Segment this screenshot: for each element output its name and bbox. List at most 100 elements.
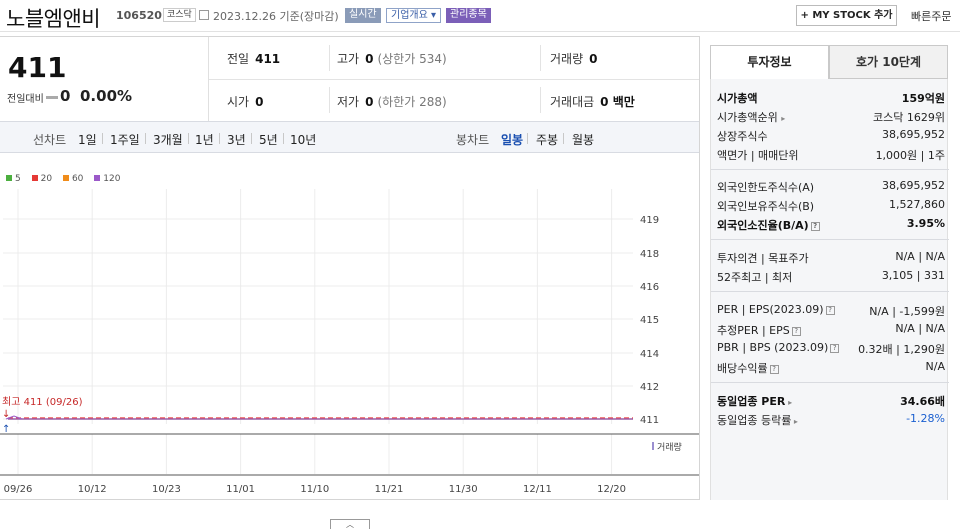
- candle-weekly[interactable]: 주봉: [536, 133, 559, 147]
- separator: [188, 133, 189, 144]
- chevron-right-icon: ▸: [785, 398, 793, 407]
- per-row: PER | EPS(2023.09)? N/A | -1,599원: [717, 303, 945, 319]
- help-icon[interactable]: ?: [791, 327, 801, 336]
- no-change-icon: [46, 96, 58, 99]
- period-3y[interactable]: 3년: [227, 133, 246, 147]
- par-value: 1,000원 | 1주: [875, 149, 945, 162]
- divider: [711, 169, 949, 170]
- stock-name: 노블엠앤비: [6, 7, 101, 31]
- x-tick-label: 10/23: [152, 484, 181, 495]
- est-per-label: 추정PER | EPS?: [717, 322, 801, 338]
- chevron-up-icon[interactable]: ︿: [330, 519, 370, 529]
- price-box: 411 전일대비 0 0.00%: [0, 37, 209, 121]
- amount-stat: 거래대금 0 백만: [550, 93, 635, 110]
- est-per-value: N/A | N/A: [895, 322, 945, 335]
- stock-code: 106520: [116, 9, 162, 22]
- candle-monthly[interactable]: 월봉: [572, 133, 595, 147]
- foreign-hold-label: 외국인보유주식수(B): [717, 200, 815, 213]
- per-label: PER | EPS(2023.09)?: [717, 303, 835, 316]
- managed-stock-badge[interactable]: 관리종목: [446, 8, 491, 23]
- opinion-value: N/A | N/A: [895, 250, 945, 263]
- period-10y[interactable]: 10년: [290, 133, 317, 147]
- price-line: [5, 415, 23, 420]
- candle-daily[interactable]: 일봉: [501, 133, 524, 147]
- open-label: 시가: [227, 95, 250, 109]
- week52-row: 52주최고 | 최저 3,105 | 331: [717, 269, 945, 285]
- help-icon[interactable]: ?: [830, 344, 840, 353]
- low-stat: 저가 0 (하한가 288): [337, 93, 447, 110]
- x-tick-label: 12/11: [523, 484, 552, 495]
- price-chart[interactable]: 419 418 416 415 414 412 411 09/26 10/12 10/23 11/0…: [0, 184, 699, 501]
- separator: [283, 133, 284, 144]
- pbr-row: PBR | BPS (2023.09)? 0.32배 | 1,290원: [717, 341, 945, 357]
- realtime-button[interactable]: 실시간: [345, 8, 381, 23]
- opinion-label: 투자의견 | 목표주가: [717, 252, 809, 265]
- help-icon[interactable]: ?: [825, 306, 835, 315]
- chevron-right-icon: ▸: [791, 417, 798, 426]
- chart-period-bar: 선차트 1일 1주일 3개월 1년 3년 5년 10년 봉차트 일봉 주봉 월봉: [0, 121, 699, 153]
- high-value: 0: [365, 52, 374, 66]
- help-icon[interactable]: ?: [769, 365, 779, 374]
- tab-invest-info[interactable]: 투자정보: [710, 45, 829, 79]
- x-tick-label: 09/26: [4, 484, 33, 495]
- foreign-ratio-value: 3.95%: [906, 217, 945, 230]
- par-label: 액면가 | 매매단위: [717, 149, 799, 162]
- company-overview-dropdown[interactable]: 기업개요 ▾: [386, 8, 441, 23]
- amount-value: 0 백만: [600, 95, 635, 109]
- x-tick-label: 10/12: [78, 484, 107, 495]
- industry-rate-row[interactable]: 동일업종 등락률 ▸ -1.28%: [717, 412, 945, 428]
- quote-date: 2023.12.26 기준(장마감): [213, 10, 339, 23]
- low-value: 0: [365, 95, 374, 109]
- quick-order-link[interactable]: 빠른주문: [911, 10, 952, 23]
- divider: [209, 79, 699, 80]
- industry-rate-label-text: 동일업종 등락률: [717, 414, 792, 427]
- low-label: 저가: [337, 95, 360, 109]
- line-chart-label: 선차트: [33, 133, 67, 147]
- legend-item: 20: [31, 174, 53, 184]
- pbr-value: 0.32배 | 1,290원: [858, 343, 945, 356]
- invest-info-body: 시가총액 159억원 시가총액순위 ▸ 코스닥 1629위 상장주식수 38,695,…: [710, 79, 949, 500]
- industry-per-row[interactable]: 동일업종 PER ▸ 34.66배: [717, 393, 945, 409]
- legend-label: 20: [40, 174, 53, 184]
- change-rate: 0.00%: [80, 87, 133, 105]
- tab-orderbook[interactable]: 호가 10단계: [829, 45, 948, 79]
- foreign-limit-value: 38,695,952: [882, 179, 945, 192]
- divider: [711, 239, 949, 240]
- change-value: 0: [60, 87, 71, 105]
- max-price-annotation: 최고 411 (09/26): [2, 396, 83, 408]
- my-stock-add-button[interactable]: + MY STOCK 추가: [796, 5, 897, 26]
- x-tick-label: 11/21: [375, 484, 404, 495]
- separator: [102, 133, 103, 144]
- upper-limit: (상한가 534): [377, 52, 447, 66]
- shares-label: 상장주식수: [717, 130, 768, 143]
- rank-value: 코스닥 1629위: [873, 111, 945, 124]
- rank-row[interactable]: 시가총액순위 ▸ 코스닥 1629위: [717, 109, 945, 125]
- legend-label: 60: [71, 174, 84, 184]
- help-icon[interactable]: ?: [810, 222, 820, 231]
- divider: [711, 291, 949, 292]
- divider: [540, 45, 541, 71]
- rank-label: 시가총액순위 ▸: [717, 109, 785, 125]
- prev-close-stat: 전일 411: [227, 50, 280, 67]
- dividend-value: N/A: [925, 360, 945, 373]
- divider: [329, 87, 330, 113]
- period-3m[interactable]: 3개월: [153, 133, 183, 147]
- separator: [563, 133, 564, 144]
- week52-label: 52주최고 | 최저: [717, 271, 793, 284]
- volume-legend-swatch: [652, 442, 654, 450]
- separator: [145, 133, 146, 144]
- y-tick-label: 419: [640, 215, 659, 226]
- candle-chart-label: 봉차트: [456, 133, 490, 147]
- separator: [527, 133, 528, 144]
- period-1w[interactable]: 1주일: [110, 133, 140, 147]
- period-1d[interactable]: 1일: [78, 133, 97, 147]
- divider: [329, 45, 330, 71]
- est-per-label-text: 추정PER | EPS: [717, 324, 790, 337]
- industry-per-label: 동일업종 PER ▸: [717, 393, 792, 409]
- legend-swatch: [62, 175, 69, 181]
- period-5y[interactable]: 5년: [259, 133, 278, 147]
- period-1y[interactable]: 1년: [195, 133, 214, 147]
- separator: [251, 133, 252, 144]
- dividend-label-text: 배당수익률: [717, 362, 768, 375]
- foreign-ratio-row: 외국인소진율(B/A)? 3.95%: [717, 217, 945, 233]
